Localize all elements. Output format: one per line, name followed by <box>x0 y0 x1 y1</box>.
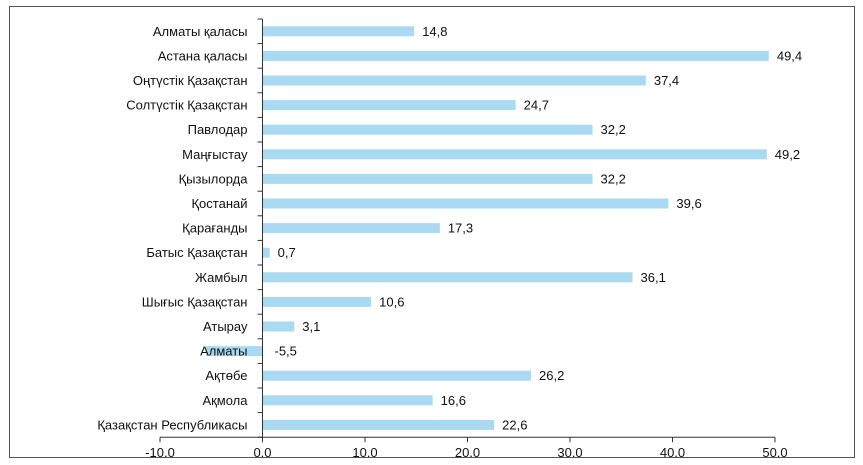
data-label: 37,4 <box>654 73 679 88</box>
category-label: Ақмола <box>202 393 248 408</box>
data-label: 17,3 <box>448 221 473 236</box>
category-label: Астана қаласы <box>158 48 248 63</box>
bar <box>262 296 372 307</box>
category-label: Алматы қаласы <box>153 24 248 39</box>
x-tick-label: 30,0 <box>557 445 582 457</box>
bar <box>262 198 669 209</box>
category-label: Атырау <box>203 319 248 334</box>
bar <box>206 346 263 357</box>
bar <box>262 272 633 283</box>
bar <box>262 173 593 184</box>
category-label: Шығыс Қазақстан <box>142 294 248 309</box>
data-label: 32,2 <box>601 171 626 186</box>
category-label: Қызылорда <box>179 171 249 186</box>
data-label: 24,7 <box>524 98 549 113</box>
bar <box>262 419 495 430</box>
bar <box>262 149 767 160</box>
data-label: 36,1 <box>641 270 666 285</box>
x-tick-label: 10,0 <box>352 445 377 457</box>
data-label: 22,6 <box>502 417 527 432</box>
category-label: Қарағанды <box>182 221 247 236</box>
chart-frame: Алматы қаласы 14,8 Астана қаласы 49,4 Оңтүст… <box>9 6 855 458</box>
bar <box>262 223 440 234</box>
category-label: Қостанай <box>191 196 247 211</box>
bar <box>262 75 646 86</box>
category-label: Қазақстан Республикасы <box>97 417 247 432</box>
x-tick-label: -10,0 <box>145 445 175 457</box>
bar <box>262 100 516 111</box>
x-tick-label: 40,0 <box>660 445 685 457</box>
bar-chart: Алматы қаласы 14,8 Астана қаласы 49,4 Оңтүст… <box>97 18 802 457</box>
x-tick-label: 0,0 <box>253 445 271 457</box>
bar <box>262 247 270 258</box>
bar <box>262 50 769 61</box>
x-tick-label: 20,0 <box>455 445 480 457</box>
bar <box>262 321 295 332</box>
bar <box>262 26 415 37</box>
data-label: 0,7 <box>278 245 296 260</box>
data-label: 32,2 <box>601 122 626 137</box>
category-label: Батыс Қазақстан <box>146 245 247 260</box>
category-label: Солтүстік Қазақстан <box>126 98 247 113</box>
category-label: Жамбыл <box>195 270 248 285</box>
data-label: 10,6 <box>379 294 404 309</box>
category-label: Маңғыстау <box>182 147 248 162</box>
data-label: -5,5 <box>275 344 297 359</box>
category-label: Павлодар <box>188 122 248 137</box>
bar <box>262 395 433 406</box>
data-label: 3,1 <box>302 319 320 334</box>
data-label: 39,6 <box>676 196 701 211</box>
category-label: Ақтөбе <box>205 368 247 383</box>
data-label: 49,2 <box>775 147 800 162</box>
bar <box>262 370 532 381</box>
category-label: Оңтүстік Қазақстан <box>133 73 248 88</box>
category-label: Алматы <box>200 344 247 359</box>
data-label: 26,2 <box>539 368 564 383</box>
bar <box>262 124 593 135</box>
data-label: 14,8 <box>422 24 447 39</box>
x-tick-label: 50,0 <box>762 445 787 457</box>
data-label: 16,6 <box>441 393 466 408</box>
data-label: 49,4 <box>777 48 802 63</box>
